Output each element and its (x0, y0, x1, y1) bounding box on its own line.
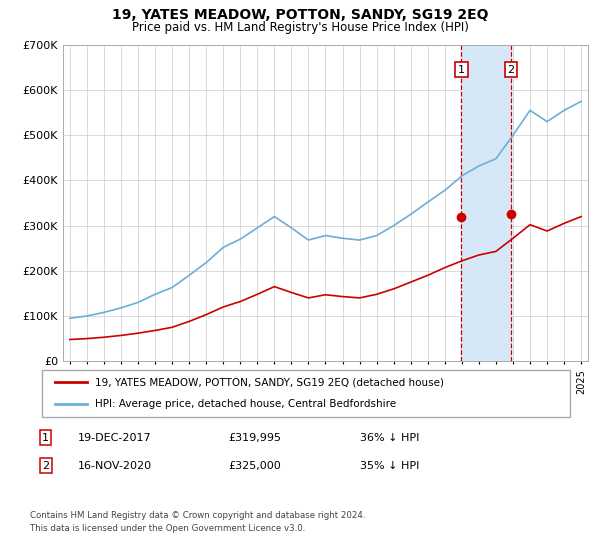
Text: HPI: Average price, detached house, Central Bedfordshire: HPI: Average price, detached house, Cent… (95, 399, 396, 409)
Bar (461, 45, 511, 361)
Text: 35% ↓ HPI: 35% ↓ HPI (360, 461, 419, 471)
Text: 36% ↓ HPI: 36% ↓ HPI (360, 433, 419, 443)
Text: 19, YATES MEADOW, POTTON, SANDY, SG19 2EQ: 19, YATES MEADOW, POTTON, SANDY, SG19 2E… (112, 8, 488, 22)
Text: 19-DEC-2017: 19-DEC-2017 (78, 433, 152, 443)
Text: Contains HM Land Registry data © Crown copyright and database right 2024.: Contains HM Land Registry data © Crown c… (30, 511, 365, 520)
Text: £319,995: £319,995 (228, 433, 281, 443)
Text: 2: 2 (42, 461, 49, 471)
Text: 16-NOV-2020: 16-NOV-2020 (78, 461, 152, 471)
Text: This data is licensed under the Open Government Licence v3.0.: This data is licensed under the Open Gov… (30, 524, 305, 533)
Text: 19, YATES MEADOW, POTTON, SANDY, SG19 2EQ (detached house): 19, YATES MEADOW, POTTON, SANDY, SG19 2E… (95, 377, 444, 388)
Text: 2: 2 (508, 64, 515, 74)
FancyBboxPatch shape (42, 370, 570, 417)
Text: 1: 1 (458, 64, 465, 74)
Text: £325,000: £325,000 (228, 461, 281, 471)
Text: 1: 1 (42, 433, 49, 443)
Text: Price paid vs. HM Land Registry's House Price Index (HPI): Price paid vs. HM Land Registry's House … (131, 21, 469, 34)
